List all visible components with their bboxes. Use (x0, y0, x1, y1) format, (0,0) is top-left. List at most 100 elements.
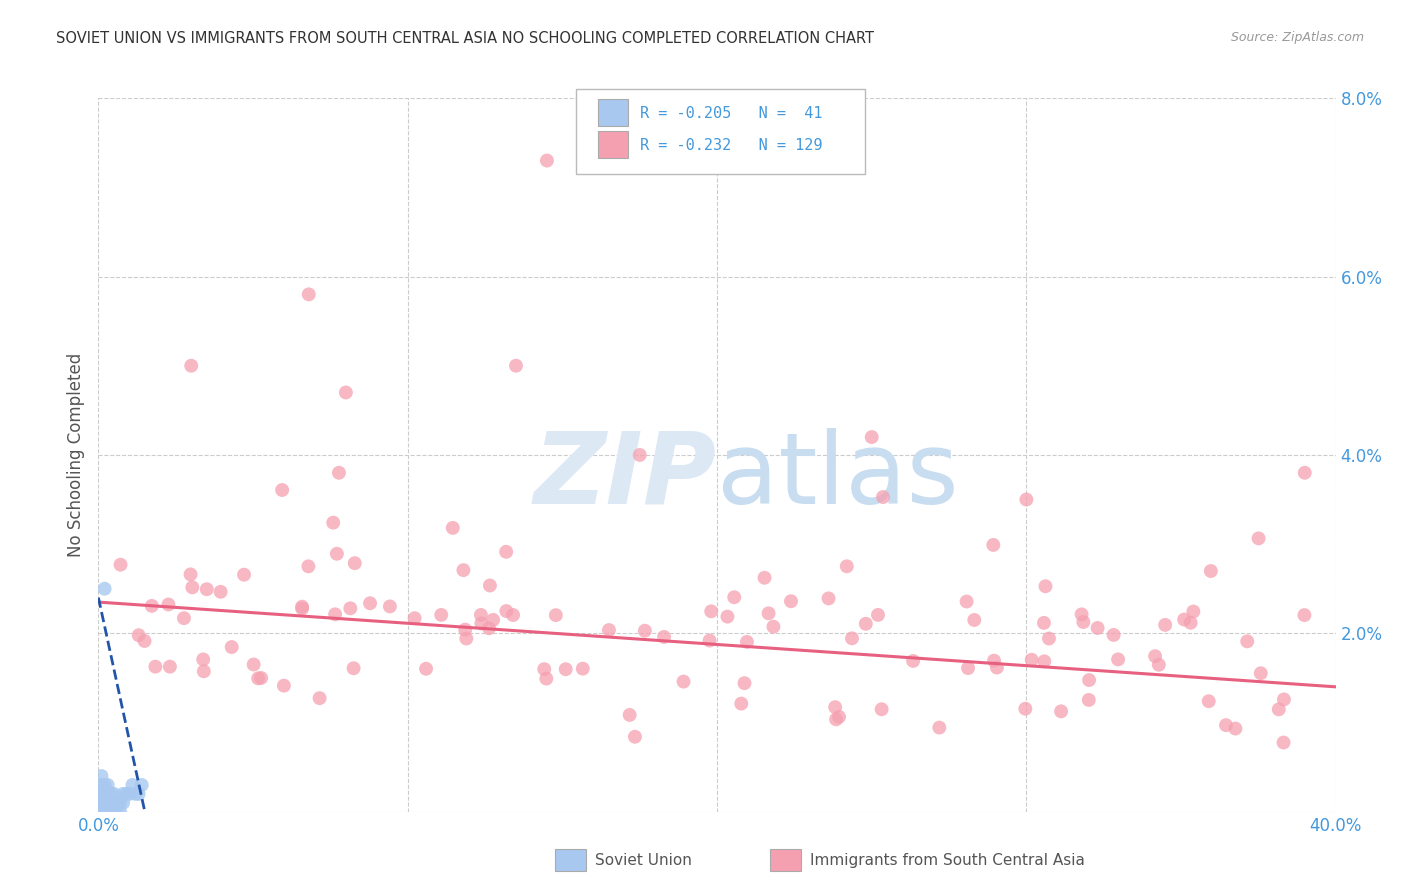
Point (180, 359, 202, 373)
Point (860, 430, 883, 444)
Point (841, 632, 863, 646)
Point (291, 601, 314, 615)
Point (754, 571, 776, 585)
Point (128, 787, 150, 801)
Point (342, 661, 364, 675)
Point (758, 607, 780, 621)
Point (97, 796, 120, 810)
Point (93, 787, 115, 801)
Point (619, 707, 641, 722)
Point (1180, 615, 1202, 630)
Point (90, 805, 112, 819)
Point (180, 567, 202, 582)
Point (100, 796, 122, 810)
Point (291, 599, 314, 614)
Point (112, 787, 135, 801)
Point (134, 634, 156, 648)
Point (90, 805, 112, 819)
Point (624, 730, 647, 744)
Point (824, 700, 846, 714)
Point (1033, 654, 1056, 668)
Text: Immigrants from South Central Asia: Immigrants from South Central Asia (810, 854, 1085, 868)
Point (986, 660, 1008, 674)
Point (716, 609, 738, 624)
Point (141, 599, 163, 613)
Point (700, 604, 723, 618)
Point (93, 796, 115, 810)
Point (97, 805, 120, 819)
Point (1294, 608, 1316, 623)
Point (571, 662, 593, 676)
Point (1078, 673, 1101, 687)
Point (456, 632, 478, 646)
Point (1272, 735, 1295, 749)
Point (983, 654, 1005, 668)
Point (1182, 605, 1205, 619)
Point (502, 607, 524, 622)
Point (415, 662, 437, 676)
Point (430, 607, 453, 622)
Point (93, 787, 115, 801)
Point (308, 691, 330, 706)
Point (454, 623, 477, 637)
Point (90, 805, 112, 819)
Point (828, 710, 851, 724)
Point (298, 287, 321, 301)
Point (1035, 579, 1057, 593)
Point (90, 769, 112, 783)
Point (441, 521, 464, 535)
Point (634, 624, 657, 638)
Point (1173, 613, 1195, 627)
Point (1014, 702, 1036, 716)
Point (105, 805, 128, 819)
Point (855, 616, 877, 631)
Point (1268, 702, 1291, 716)
Point (1070, 607, 1092, 622)
Y-axis label: No Schooling Completed: No Schooling Completed (67, 353, 86, 557)
Point (97, 778, 120, 792)
Point (1215, 718, 1237, 732)
Point (1032, 615, 1054, 630)
Point (478, 578, 501, 592)
Point (734, 676, 756, 690)
Point (181, 580, 204, 594)
Point (115, 787, 138, 801)
Point (97, 787, 120, 801)
Point (1077, 693, 1099, 707)
Point (103, 796, 125, 810)
Point (159, 659, 181, 673)
Point (780, 594, 803, 608)
Point (453, 563, 475, 577)
Point (1199, 564, 1222, 578)
Text: SOVIET UNION VS IMMIGRANTS FROM SOUTH CENTRAL ASIA NO SCHOOLING COMPLETED CORREL: SOVIET UNION VS IMMIGRANTS FROM SOUTH CE… (56, 31, 875, 46)
Point (505, 359, 527, 373)
Point (173, 611, 195, 625)
Point (128, 628, 150, 642)
Point (323, 607, 346, 622)
Point (326, 547, 349, 561)
Point (100, 787, 122, 801)
Point (93, 778, 115, 792)
Point (866, 607, 889, 622)
Point (93, 796, 115, 810)
Point (93, 582, 115, 596)
Point (699, 633, 721, 648)
Point (652, 630, 675, 644)
Point (470, 607, 492, 622)
Point (1250, 666, 1272, 681)
Point (90, 796, 112, 810)
Point (112, 796, 135, 810)
Point (100, 805, 122, 819)
Point (193, 665, 215, 679)
Point (495, 604, 517, 618)
Point (495, 545, 517, 559)
Point (90, 787, 112, 801)
Point (1154, 618, 1177, 632)
Point (470, 616, 492, 631)
Text: R = -0.232   N = 129: R = -0.232 N = 129 (640, 138, 823, 153)
Point (273, 679, 295, 693)
Point (817, 591, 839, 606)
Point (108, 805, 131, 819)
Point (131, 778, 153, 792)
Point (1144, 649, 1167, 664)
